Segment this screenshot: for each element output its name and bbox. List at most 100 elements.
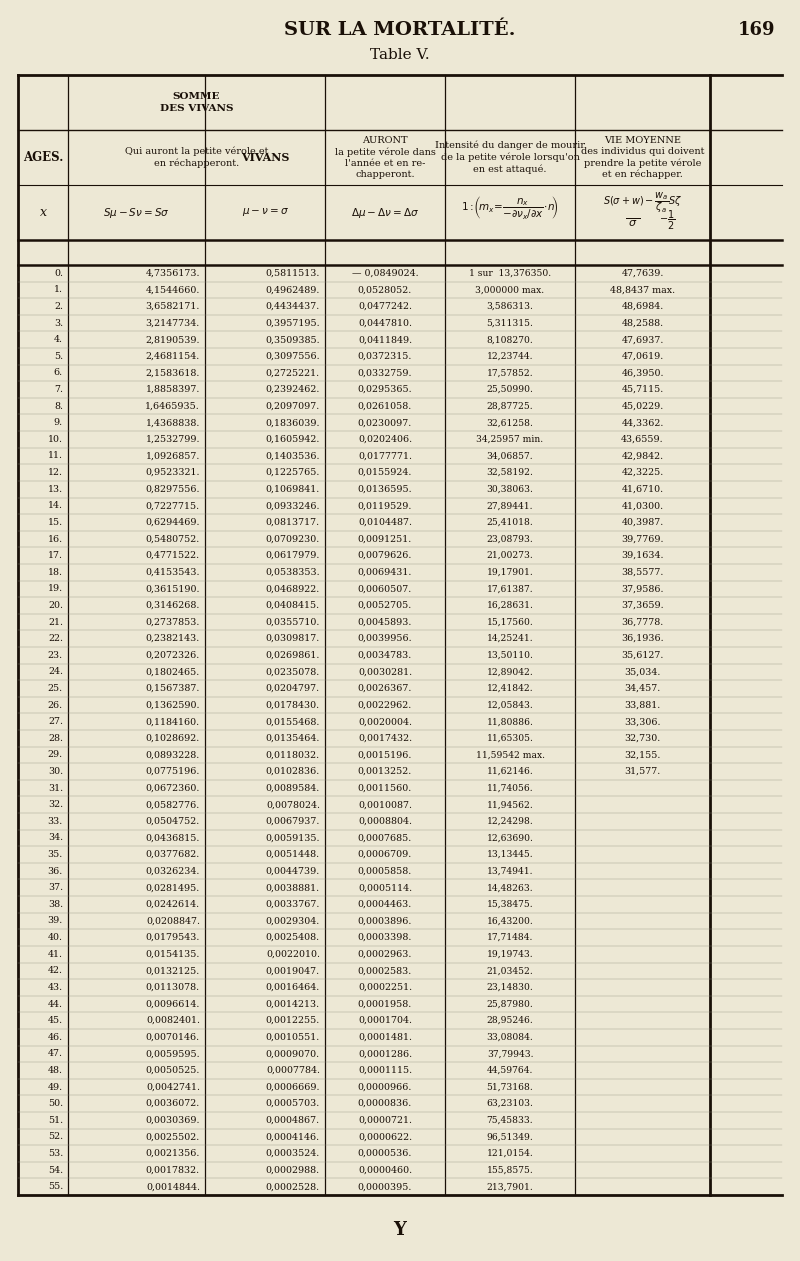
- Text: 0,0091251.: 0,0091251.: [358, 535, 412, 543]
- Text: 0,4434437.: 0,4434437.: [266, 303, 320, 311]
- Text: 48.: 48.: [48, 1066, 63, 1074]
- Text: 0,0045893.: 0,0045893.: [358, 618, 412, 627]
- Text: 0.: 0.: [54, 269, 63, 277]
- Text: 32.: 32.: [48, 801, 63, 810]
- Text: 0,0029304.: 0,0029304.: [266, 917, 320, 926]
- Text: 12,89042.: 12,89042.: [486, 667, 534, 676]
- Text: 0,0050525.: 0,0050525.: [146, 1066, 200, 1074]
- Text: 0,0007685.: 0,0007685.: [358, 834, 412, 842]
- Text: 0,0016464.: 0,0016464.: [266, 982, 320, 992]
- Text: 39.: 39.: [48, 917, 63, 926]
- Text: 28,95246.: 28,95246.: [486, 1016, 534, 1025]
- Text: 0,0002251.: 0,0002251.: [358, 982, 412, 992]
- Text: 41,0300.: 41,0300.: [622, 502, 663, 511]
- Text: 0,0044739.: 0,0044739.: [266, 866, 320, 875]
- Text: 0,1362590.: 0,1362590.: [146, 701, 200, 710]
- Text: 0,4153543.: 0,4153543.: [146, 567, 200, 576]
- Text: 17,57852.: 17,57852.: [486, 368, 534, 377]
- Text: 0,0204797.: 0,0204797.: [266, 683, 320, 694]
- Text: 0,0001481.: 0,0001481.: [358, 1033, 412, 1042]
- Text: 37,3659.: 37,3659.: [621, 601, 664, 610]
- Text: 8.: 8.: [54, 402, 63, 411]
- Text: 46,3950.: 46,3950.: [622, 368, 664, 377]
- Text: 19,19743.: 19,19743.: [486, 950, 534, 958]
- Text: 0,3509385.: 0,3509385.: [266, 335, 320, 344]
- Text: 47.: 47.: [48, 1049, 63, 1058]
- Text: 36,1936.: 36,1936.: [621, 634, 664, 643]
- Text: 213,7901.: 213,7901.: [486, 1183, 534, 1192]
- Text: 0,0079626.: 0,0079626.: [358, 551, 412, 560]
- Text: 0,1028692.: 0,1028692.: [146, 734, 200, 743]
- Text: 14,25241.: 14,25241.: [486, 634, 534, 643]
- Text: 0,2072326.: 0,2072326.: [146, 651, 200, 660]
- Text: 20.: 20.: [48, 601, 63, 610]
- Text: 37,79943.: 37,79943.: [486, 1049, 534, 1058]
- Text: 21,00273.: 21,00273.: [486, 551, 534, 560]
- Text: 0,0477242.: 0,0477242.: [358, 303, 412, 311]
- Text: 6.: 6.: [54, 368, 63, 377]
- Text: 0,0015196.: 0,0015196.: [358, 750, 412, 759]
- Text: 0,0019047.: 0,0019047.: [266, 966, 320, 975]
- Text: 47,0619.: 47,0619.: [622, 352, 664, 361]
- Text: 0,0030369.: 0,0030369.: [146, 1116, 200, 1125]
- Text: VIVANS: VIVANS: [241, 153, 289, 163]
- Text: 30.: 30.: [48, 767, 63, 776]
- Text: 0,0007784.: 0,0007784.: [266, 1066, 320, 1074]
- Text: 1,2532799.: 1,2532799.: [146, 435, 200, 444]
- Text: 18.: 18.: [48, 567, 63, 576]
- Text: 23,08793.: 23,08793.: [486, 535, 534, 543]
- Text: 0,3615190.: 0,3615190.: [146, 584, 200, 594]
- Text: 2,4681154.: 2,4681154.: [146, 352, 200, 361]
- Text: AURONT
la petite vérole dans
l'année et en re-
chapperont.: AURONT la petite vérole dans l'année et …: [334, 136, 435, 179]
- Text: 51,73168.: 51,73168.: [486, 1082, 534, 1092]
- Text: 0,0113078.: 0,0113078.: [146, 982, 200, 992]
- Text: 0,0504752.: 0,0504752.: [146, 817, 200, 826]
- Text: 40.: 40.: [48, 933, 63, 942]
- Text: $-\dfrac{1}{2}$: $-\dfrac{1}{2}$: [659, 209, 676, 232]
- Text: 42,3225.: 42,3225.: [622, 468, 664, 477]
- Text: 0,4962489.: 0,4962489.: [266, 285, 320, 294]
- Text: 0,0102836.: 0,0102836.: [266, 767, 320, 776]
- Text: 0,0036072.: 0,0036072.: [146, 1100, 200, 1108]
- Text: 52.: 52.: [48, 1132, 63, 1141]
- Text: 41.: 41.: [48, 950, 63, 958]
- Text: 0,0179543.: 0,0179543.: [146, 933, 200, 942]
- Text: 25,50990.: 25,50990.: [486, 385, 534, 393]
- Text: 0,0025502.: 0,0025502.: [146, 1132, 200, 1141]
- Text: 0,0005114.: 0,0005114.: [358, 883, 412, 893]
- Text: 12,63690.: 12,63690.: [486, 834, 534, 842]
- Text: 12.: 12.: [48, 468, 63, 477]
- Text: 0,0078024.: 0,0078024.: [266, 801, 320, 810]
- Text: 0,0002583.: 0,0002583.: [358, 966, 412, 975]
- Text: 0,0005858.: 0,0005858.: [358, 866, 412, 875]
- Text: 11,65305.: 11,65305.: [486, 734, 534, 743]
- Text: 4,1544660.: 4,1544660.: [146, 285, 200, 294]
- Text: 3,586313.: 3,586313.: [486, 303, 534, 311]
- Text: 32,58192.: 32,58192.: [486, 468, 534, 477]
- Text: 15,17560.: 15,17560.: [486, 618, 534, 627]
- Text: 0,0135464.: 0,0135464.: [266, 734, 320, 743]
- Text: 0,0067937.: 0,0067937.: [266, 817, 320, 826]
- Text: 0,0538353.: 0,0538353.: [266, 567, 320, 576]
- Text: 3.: 3.: [54, 319, 63, 328]
- Text: 33,881.: 33,881.: [624, 701, 661, 710]
- Text: 3,000000 max.: 3,000000 max.: [475, 285, 545, 294]
- Text: 28.: 28.: [48, 734, 63, 743]
- Text: 0,0002988.: 0,0002988.: [266, 1165, 320, 1174]
- Text: 0,0069431.: 0,0069431.: [358, 567, 412, 576]
- Text: 16,43200.: 16,43200.: [486, 917, 534, 926]
- Text: 0,0119529.: 0,0119529.: [358, 502, 412, 511]
- Text: 0,0022962.: 0,0022962.: [358, 701, 412, 710]
- Text: 1 sur  13,376350.: 1 sur 13,376350.: [469, 269, 551, 277]
- Text: 1,6465935.: 1,6465935.: [146, 402, 200, 411]
- Text: 0,1184160.: 0,1184160.: [146, 718, 200, 726]
- Text: 0,0008804.: 0,0008804.: [358, 817, 412, 826]
- Text: 47,6937.: 47,6937.: [622, 335, 664, 344]
- Text: 19,17901.: 19,17901.: [486, 567, 534, 576]
- Text: 28,87725.: 28,87725.: [486, 402, 534, 411]
- Text: 0,0034783.: 0,0034783.: [358, 651, 412, 660]
- Text: 0,0001704.: 0,0001704.: [358, 1016, 412, 1025]
- Text: 27,89441.: 27,89441.: [486, 502, 534, 511]
- Text: 2,1583618.: 2,1583618.: [146, 368, 200, 377]
- Text: 0,0059135.: 0,0059135.: [266, 834, 320, 842]
